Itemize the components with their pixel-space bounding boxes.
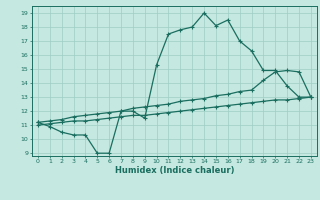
X-axis label: Humidex (Indice chaleur): Humidex (Indice chaleur) — [115, 166, 234, 175]
